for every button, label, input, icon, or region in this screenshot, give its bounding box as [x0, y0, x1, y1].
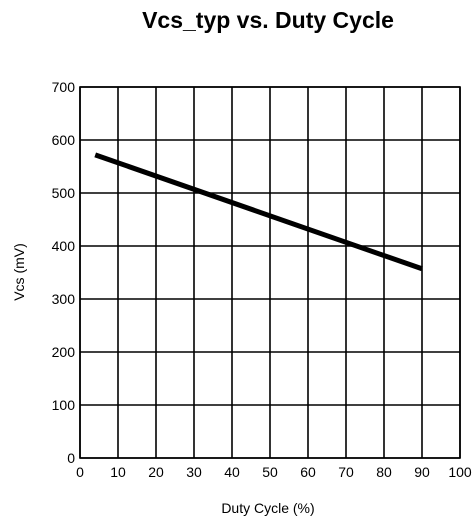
x-tick-label-6: 60 — [300, 464, 316, 480]
series-line-0 — [94, 152, 423, 272]
y-tick-label-2: 200 — [52, 344, 76, 360]
plot-frame — [79, 86, 461, 459]
grid — [79, 86, 461, 459]
x-tick-label-10: 100 — [448, 464, 472, 480]
chart-title: Vcs_typ vs. Duty Cycle — [142, 7, 394, 33]
series-layer — [94, 152, 423, 272]
y-tick-label-0: 0 — [67, 450, 75, 466]
x-tick-label-0: 0 — [76, 464, 84, 480]
x-tick-label-4: 40 — [224, 464, 240, 480]
x-tick-label-9: 90 — [414, 464, 430, 480]
y-axis-ticks: 0 100 200 300 400 500 600 700 — [52, 79, 76, 466]
y-tick-label-7: 700 — [52, 79, 76, 95]
x-axis-label: Duty Cycle (%) — [221, 500, 314, 516]
y-tick-label-6: 600 — [52, 132, 76, 148]
x-tick-label-5: 50 — [262, 464, 278, 480]
x-tick-label-3: 30 — [186, 464, 202, 480]
y-tick-label-5: 500 — [52, 185, 76, 201]
x-tick-label-1: 10 — [110, 464, 126, 480]
x-tick-label-7: 70 — [338, 464, 354, 480]
x-tick-label-2: 20 — [148, 464, 164, 480]
x-tick-label-8: 80 — [376, 464, 392, 480]
y-tick-label-4: 400 — [52, 238, 76, 254]
y-tick-label-1: 100 — [52, 397, 76, 413]
y-tick-label-3: 300 — [52, 291, 76, 307]
x-axis-ticks: 0 10 20 30 40 50 60 70 80 90 100 — [76, 464, 472, 480]
y-axis-label: Vcs (mV) — [11, 243, 27, 301]
